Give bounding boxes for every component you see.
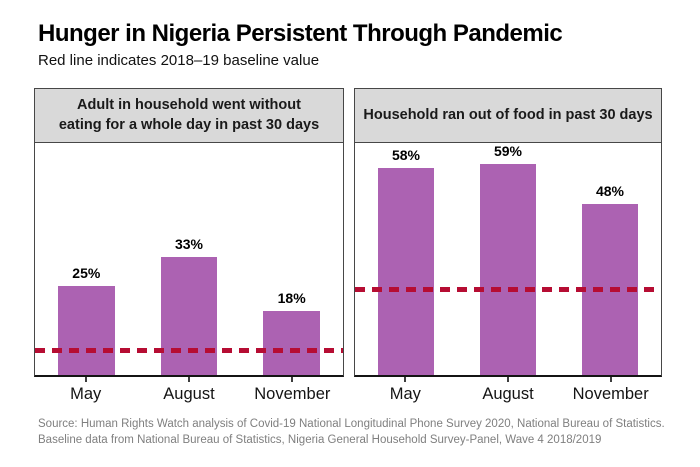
panel-title-ran-out-of-food: Household ran out of food in past 30 day… <box>354 88 662 143</box>
panel-whole-day-without-eating: Adult in household went without eating f… <box>34 88 344 404</box>
x-axis-label-may: May <box>34 377 137 404</box>
panel-title-whole-day-without-eating: Adult in household went without eating f… <box>34 88 344 143</box>
bar-november: 18% <box>263 290 321 375</box>
source-note: Source: Human Rights Watch analysis of C… <box>38 416 665 448</box>
panel-ran-out-of-food: Household ran out of food in past 30 day… <box>354 88 662 404</box>
axis-tick <box>291 377 294 382</box>
x-axis-label-may: May <box>354 377 457 404</box>
source-line-2: Baseline data from National Bureau of St… <box>38 434 602 447</box>
bar-august: 59% <box>479 143 537 375</box>
figure-title: Hunger in Nigeria Persistent Through Pan… <box>38 20 563 47</box>
axis-tick <box>404 377 407 382</box>
x-axis-label-august: August <box>137 377 240 404</box>
figure-subtitle: Red line indicates 2018–19 baseline valu… <box>38 52 320 69</box>
bar-value-label: 18% <box>277 289 306 306</box>
chart-panels-row: Adult in household went without eating f… <box>34 88 662 404</box>
bar-chart-whole-day-without-eating: 25% 33% 18% <box>34 143 344 377</box>
bar-may: 25% <box>57 265 115 375</box>
bar-value-label: 25% <box>72 264 101 281</box>
bar-may: 58% <box>377 147 435 375</box>
bar-value-label: 59% <box>493 143 522 160</box>
bar-value-label: 48% <box>595 182 624 199</box>
axis-tick <box>187 377 190 382</box>
bar-value-label: 58% <box>391 147 420 163</box>
bar-chart-ran-out-of-food: 58% 59% 48% <box>354 143 662 377</box>
bar-value-label: 33% <box>174 236 203 253</box>
baseline-dashed-line <box>355 286 661 292</box>
x-axis-labels: May August November <box>34 377 344 404</box>
bar-august: 33% <box>160 236 218 375</box>
x-axis-label-november: November <box>559 377 662 404</box>
x-axis-labels: May August November <box>354 377 662 404</box>
x-axis-label-august: August <box>457 377 560 404</box>
axis-tick <box>84 377 87 382</box>
source-line-1: Source: Human Rights Watch analysis of C… <box>38 418 665 430</box>
axis-tick <box>609 377 612 382</box>
axis-tick <box>507 377 509 382</box>
x-axis-label-november: November <box>241 377 344 404</box>
baseline-dashed-line <box>35 347 343 353</box>
